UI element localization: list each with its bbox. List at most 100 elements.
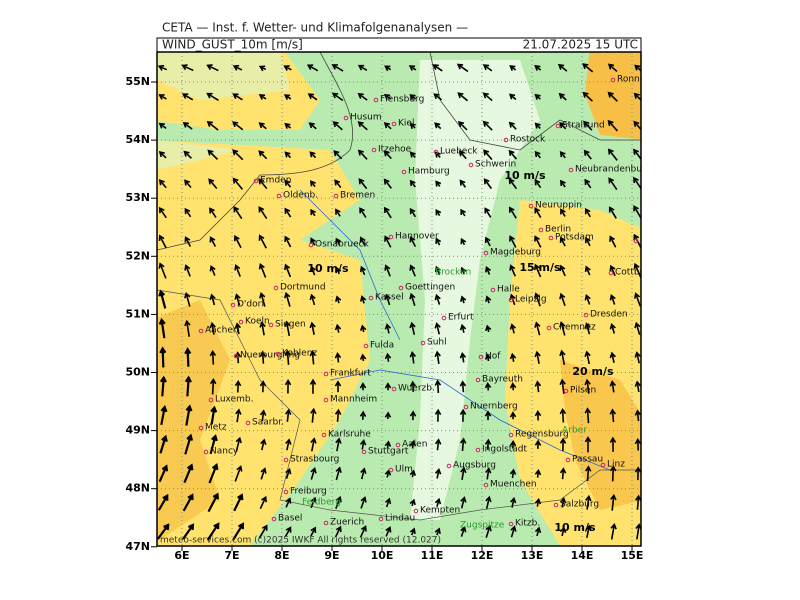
lat-label: 52N (125, 249, 150, 262)
wind-arrow (260, 438, 267, 451)
city-marker (283, 489, 289, 495)
wind-arrow (359, 438, 367, 450)
wind-arrow (509, 65, 517, 71)
city-marker (490, 287, 496, 293)
wind-arrow (509, 439, 517, 449)
wind-arrow (409, 410, 417, 421)
wind-arrow (534, 380, 542, 393)
city-marker (633, 238, 639, 244)
wind-arrow (384, 264, 391, 277)
wind-arrow (283, 94, 292, 100)
wind-arrow (458, 150, 467, 160)
wind-arrow (457, 121, 468, 131)
wind-arrow (485, 467, 492, 480)
city-marker (323, 397, 329, 403)
wind-arrow (409, 94, 416, 101)
wind-arrow (534, 409, 542, 421)
wind-arrow (158, 234, 167, 249)
city-label: Stralsund (562, 121, 605, 131)
wind-arrow (259, 350, 267, 364)
wind-arrow (409, 498, 416, 507)
city-label: Linz (607, 460, 625, 470)
city-marker (361, 449, 367, 455)
wind-arrow (209, 349, 217, 365)
wind-arrow (182, 523, 195, 540)
wind-arrow (433, 93, 443, 101)
city-marker (546, 325, 552, 331)
wind-arrow (209, 293, 216, 306)
wind-arrow (607, 63, 618, 73)
city-marker (198, 425, 204, 431)
wind-arrow (357, 64, 368, 72)
wind-arrow (460, 295, 467, 304)
wind-arrow (508, 149, 518, 160)
city-marker (323, 520, 329, 526)
wind-arrow (584, 407, 592, 424)
wind-arrow (310, 437, 317, 452)
city-label: Aachen (205, 326, 239, 336)
wind-arrow (284, 263, 292, 278)
wind-arrow (283, 65, 292, 71)
city-label: Halle (497, 285, 520, 295)
city-marker (283, 457, 289, 463)
city-marker (478, 354, 484, 360)
wind-arrow (285, 438, 292, 451)
wind-arrow (284, 151, 292, 159)
city-label: Bayreuth (482, 375, 523, 385)
wind-arrow (409, 527, 416, 536)
wind-arrow (509, 496, 517, 508)
wind-arrow (310, 237, 316, 246)
wind-arrow (184, 236, 192, 247)
mountain-label: Brocken (435, 268, 471, 278)
wind-arrow (534, 207, 542, 218)
wind-arrow (360, 467, 367, 480)
wind-arrow (182, 493, 194, 512)
lon-label: 10E (371, 549, 394, 562)
wind-arrow (634, 409, 641, 422)
wind-arrow (534, 526, 542, 537)
wind-arrow (384, 411, 392, 420)
wind-arrow (534, 292, 541, 307)
city-marker (321, 432, 327, 438)
city-marker (253, 178, 259, 184)
wind-arrow (509, 468, 517, 479)
mountain-label: Feldberg (302, 498, 341, 508)
wind-arrow (158, 151, 167, 159)
wind-arrow (258, 234, 267, 249)
wind-arrow (584, 350, 591, 365)
city-marker (600, 462, 606, 468)
wind-arrow (309, 378, 317, 394)
wind-arrow (583, 120, 593, 131)
datetime: 21.07.2025 15 UTC (523, 38, 638, 52)
wind-arrow (309, 151, 317, 159)
wind-arrow (306, 64, 319, 72)
wind-arrow (309, 293, 316, 306)
city-marker (391, 121, 397, 127)
wind-arrow (584, 378, 591, 394)
wind-arrow (359, 236, 366, 247)
wind-arrow (582, 91, 593, 102)
lat-label: 48N (125, 482, 150, 495)
city-label: Ingolstadt (482, 445, 528, 455)
wind-arrow (582, 63, 594, 73)
wind-arrow (159, 375, 167, 397)
wind-arrow (434, 293, 441, 305)
wind-arrow (534, 439, 542, 449)
wind-arrow (509, 352, 517, 362)
wind-arrow (460, 496, 467, 509)
city-marker (275, 351, 281, 357)
city-marker (508, 432, 514, 438)
wind-arrow (359, 382, 367, 391)
wind-arrow (383, 122, 392, 130)
wind-arrow (259, 380, 267, 393)
city-marker (548, 235, 554, 241)
wind-arrow (559, 437, 567, 451)
city-marker (563, 388, 569, 394)
map-area: Ronne Flensburg Husum Kiel Rostock Stralsund I… (157, 52, 641, 546)
wind-arrow (559, 378, 566, 394)
wind-arrow (158, 317, 166, 339)
city-label: Chemnitz (553, 323, 596, 333)
wind-arrow (559, 121, 567, 130)
lon-label: 6E (174, 549, 189, 562)
